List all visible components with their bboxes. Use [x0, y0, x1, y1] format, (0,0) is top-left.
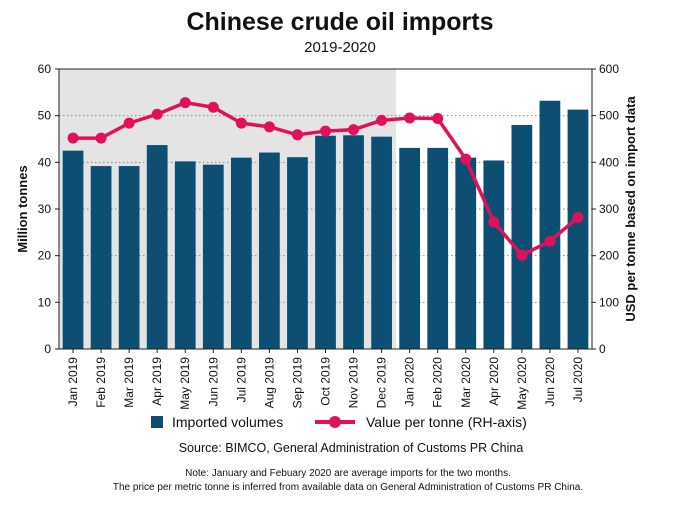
- bar-series: [62, 100, 589, 349]
- bar: [259, 152, 280, 349]
- x-tick-label: Oct 2019: [319, 357, 333, 406]
- plot-area: [58, 68, 593, 350]
- chart-title: Chinese crude oil imports: [186, 8, 493, 36]
- x-tick-label: Feb 2020: [431, 357, 445, 408]
- right-tick-label: 0: [599, 342, 606, 356]
- left-tick-label: 30: [38, 202, 52, 216]
- bar: [287, 157, 308, 349]
- right-tick-label: 600: [599, 62, 619, 76]
- x-axis-ticks: Jan 2019 Feb 2019 Mar 2019 Apr 2019 May 2019…: [66, 349, 585, 410]
- line-point: [432, 112, 444, 124]
- line-point: [404, 112, 416, 124]
- x-tick-label: May 2019: [178, 357, 192, 410]
- line-point: [348, 124, 360, 136]
- bar: [427, 147, 449, 349]
- line-point: [516, 249, 528, 261]
- left-tick-label: 40: [38, 155, 52, 169]
- x-tick-label: Mar 2020: [459, 357, 473, 408]
- bar: [343, 135, 364, 349]
- note-line-2: The price per metric tonne is inferred f…: [113, 482, 583, 493]
- bar: [371, 136, 392, 349]
- x-tick-label: Nov 2019: [347, 357, 361, 409]
- bar: [399, 147, 421, 349]
- x-tick-label: Jan 2020: [403, 357, 417, 407]
- x-tick-label: Sep 2019: [290, 357, 304, 409]
- left-tick-label: 50: [38, 109, 52, 123]
- legend-swatch-bar: [151, 416, 163, 428]
- left-tick-label: 10: [38, 295, 52, 309]
- line-point: [207, 101, 219, 113]
- line-point: [460, 153, 472, 165]
- right-tick-label: 100: [599, 295, 619, 309]
- x-tick-label: Dec 2019: [375, 357, 389, 409]
- bar: [118, 166, 140, 349]
- bar: [315, 135, 336, 349]
- bar: [455, 157, 477, 349]
- line-point: [544, 235, 556, 247]
- bar: [511, 125, 533, 349]
- line-series: [67, 97, 584, 261]
- x-tick-label: Apr 2020: [487, 357, 501, 406]
- line-point: [179, 97, 191, 109]
- note-line-1: Note: January and Febuary 2020 are avera…: [185, 468, 511, 479]
- source-text: Source: BIMCO, General Administration of…: [179, 441, 524, 455]
- chart-subtitle: 2019-2020: [304, 39, 376, 56]
- line-point: [291, 129, 303, 141]
- left-tick-label: 60: [38, 62, 52, 76]
- x-tick-label: Aug 2019: [262, 357, 276, 409]
- bar: [230, 157, 252, 349]
- bar: [90, 166, 112, 349]
- x-tick-label: Feb 2019: [94, 357, 108, 408]
- x-tick-label: Mar 2019: [122, 357, 136, 408]
- line-point: [95, 132, 107, 144]
- right-tick-label: 500: [599, 109, 619, 123]
- line-point: [151, 108, 163, 120]
- bar: [146, 145, 168, 349]
- line-point: [376, 114, 388, 126]
- x-tick-label: Jun 2020: [543, 357, 557, 407]
- legend: Imported volumes Value per tonne (RH-axi…: [151, 414, 527, 430]
- right-axis-title: USD per tonne based on import data: [623, 96, 638, 322]
- right-axis-ticks: 0 100 200 300 400 500 600: [592, 62, 619, 356]
- x-tick-label: Jul 2020: [571, 357, 585, 403]
- x-tick-label: May 2020: [515, 357, 529, 410]
- right-tick-label: 200: [599, 249, 619, 263]
- left-tick-label: 20: [38, 249, 52, 263]
- x-tick-label: Jul 2019: [234, 357, 248, 403]
- line-point: [263, 121, 275, 133]
- bar: [539, 100, 561, 349]
- right-tick-label: 300: [599, 202, 619, 216]
- x-tick-label: Apr 2019: [150, 357, 164, 406]
- legend-label-bar: Imported volumes: [172, 414, 283, 430]
- bar: [567, 109, 589, 349]
- line-point: [67, 132, 79, 144]
- right-tick-label: 400: [599, 155, 619, 169]
- line-point: [235, 117, 247, 129]
- bar: [174, 161, 196, 349]
- bar: [62, 150, 84, 349]
- bar: [483, 160, 505, 349]
- bar: [202, 164, 224, 349]
- left-axis-ticks: 0 10 20 30 40 50 60: [38, 62, 59, 356]
- left-axis-title: Million tonnes: [15, 165, 30, 252]
- legend-label-line: Value per tonne (RH-axis): [366, 414, 527, 430]
- x-tick-label: Jan 2019: [66, 357, 80, 407]
- line-point: [572, 211, 584, 223]
- line-point: [488, 216, 500, 228]
- x-tick-label: Jun 2019: [206, 357, 220, 407]
- left-tick-label: 0: [44, 342, 51, 356]
- line-point: [123, 117, 135, 129]
- legend-swatch-marker: [329, 416, 341, 428]
- line-point: [320, 125, 331, 137]
